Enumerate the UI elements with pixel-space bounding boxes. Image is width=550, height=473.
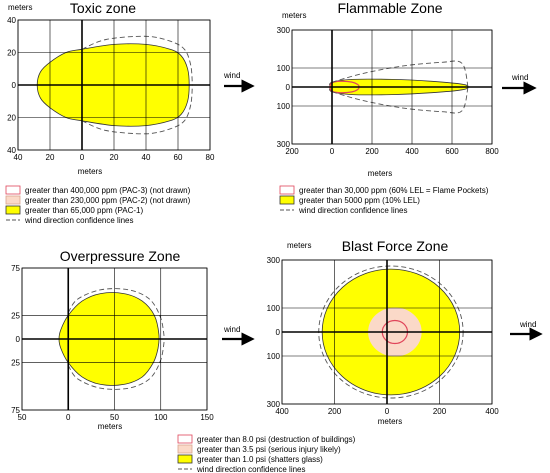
flammable-title: Flammable Zone [337, 0, 442, 16]
toxic-legend-label: wind direction confidence lines [24, 216, 134, 225]
toxic-panel: 40 20 0 20 40 60 80 40 20 0 20 40 Toxic zone meters me… [5, 0, 255, 225]
blast-x-tick-label: 200 [433, 407, 447, 416]
toxic-x-tick-label: 40 [142, 153, 151, 162]
toxic-x-tick-label: 80 [206, 153, 215, 162]
blast-title: Blast Force Zone [342, 238, 449, 254]
flammable-legend-label: greater than 30,000 ppm (60% LEL = Flame… [299, 186, 489, 195]
toxic-plot-frame [17, 19, 211, 151]
blast-plot-frame [281, 259, 493, 405]
overpressure-x-tick-label: 50 [18, 413, 27, 422]
toxic-legend-swatch-middle [5, 195, 21, 205]
blast-ylabel: meters [287, 241, 311, 250]
blast-legend-label: greater than 8.0 psi (destruction of bui… [197, 435, 356, 444]
blast-xlabel: meters [378, 417, 402, 426]
toxic-y-tick-label: 20 [7, 49, 16, 58]
toxic-legend-label: greater than 400,000 ppm (PAC-3) (not dr… [25, 186, 191, 195]
flammable-y-tick-label: 100 [277, 64, 291, 73]
blast-legend-label: greater than 1.0 psi (shatters glass) [197, 455, 323, 464]
overpressure-x-tick-label: 100 [154, 413, 168, 422]
flammable-x-tick-label: 800 [485, 147, 499, 156]
toxic-y-tick-label: 40 [7, 146, 16, 155]
overpressure-x-tick-label: 0 [66, 413, 71, 422]
overpressure-xlabel: meters [98, 422, 122, 431]
overpressure-title: Overpressure Zone [60, 248, 181, 264]
flammable-xlabel: meters [368, 169, 392, 178]
flammable-ylabel: meters [282, 11, 306, 20]
blast-legend-label: greater than 3.5 psi (serious injury lik… [197, 445, 341, 454]
blast-x-tick-label: 0 [385, 407, 390, 416]
blast-x-tick-label: 400 [275, 407, 289, 416]
flammable-x-tick-label: 400 [405, 147, 419, 156]
flammable-x-tick-label: 200 [365, 147, 379, 156]
overpressure-x-tick-label: 150 [200, 413, 214, 422]
blast-x-tick-label: 200 [328, 407, 342, 416]
blast-legend-swatch-outer [177, 454, 193, 464]
flammable-y-tick-label: 0 [286, 83, 291, 92]
flammable-legend: greater than 30,000 ppm (60% LEL = Flame… [279, 185, 489, 215]
overpressure-panel: 50 0 50 100 150 75 25 0 25 75 Overpressure Zone met… [11, 248, 255, 431]
toxic-x-tick-label: 20 [110, 153, 119, 162]
flammable-plot-frame [291, 29, 493, 145]
flammable-panel: 200 0 200 400 600 800 300 100 0 100 300 Flammable Z… [277, 0, 537, 215]
toxic-y-tick-label: 0 [12, 81, 17, 90]
flammable-y-tick-label: 300 [277, 26, 291, 35]
flammable-legend-swatch-inner [279, 185, 295, 195]
overpressure-y-tick-label: 75 [11, 264, 20, 273]
blast-legend: greater than 8.0 psi (destruction of bui… [177, 434, 356, 473]
overpressure-plot-frame [21, 267, 208, 411]
toxic-confidence-line-lower [81, 84, 193, 135]
blast-legend-swatch-inner [177, 434, 193, 444]
flammable-legend-label: wind direction confidence lines [298, 206, 408, 215]
flammable-x-tick-label: 600 [445, 147, 459, 156]
flammable-confidence-line-lower [331, 86, 469, 114]
overpressure-y-tick-label: 0 [16, 335, 21, 344]
blast-y-tick-label: 0 [276, 328, 281, 337]
toxic-x-tick-label: 40 [14, 153, 23, 162]
toxic-legend-label: greater than 65,000 ppm (PAC-1) [25, 206, 143, 215]
toxic-legend: greater than 400,000 ppm (PAC-3) (not dr… [5, 185, 191, 225]
flammable-wind-label: wind [511, 73, 528, 82]
flammable-x-tick-label: 0 [330, 147, 335, 156]
overpressure-x-tick-label: 50 [110, 413, 119, 422]
toxic-y-tick-label: 40 [7, 16, 16, 25]
flammable-y-tick-label: 100 [277, 102, 291, 111]
toxic-legend-label: greater than 230,000 ppm (PAC-2) (not dr… [25, 196, 191, 205]
overpressure-y-tick-label: 25 [11, 359, 20, 368]
toxic-wind-label: wind [223, 71, 240, 80]
blast-y-tick-label: 100 [267, 352, 281, 361]
blast-legend-label: wind direction confidence lines [196, 465, 306, 473]
toxic-x-tick-label: 20 [46, 153, 55, 162]
toxic-x-tick-label: 0 [80, 153, 85, 162]
toxic-legend-swatch-outer [5, 205, 21, 215]
blast-y-tick-label: 300 [267, 256, 281, 265]
toxic-confidence-line-upper [81, 35, 193, 86]
overpressure-wind-label: wind [223, 325, 240, 334]
flammable-confidence-line-upper [331, 60, 469, 88]
blast-legend-swatch-middle [177, 444, 193, 454]
toxic-title: Toxic zone [70, 0, 136, 16]
overpressure-y-tick-label: 75 [11, 406, 20, 415]
flammable-y-tick-label: 300 [277, 140, 291, 149]
flammable-legend-label: greater than 5000 ppm (10% LEL) [299, 196, 420, 205]
toxic-y-tick-label: 20 [7, 114, 16, 123]
toxic-ylabel: meters [8, 3, 32, 12]
flammable-legend-swatch-outer [279, 195, 295, 205]
toxic-legend-swatch-inner [5, 185, 21, 195]
blast-x-tick-label: 400 [485, 407, 499, 416]
blast-y-tick-label: 300 [267, 400, 281, 409]
flammable-x-tick-label: 200 [285, 147, 299, 156]
toxic-xlabel: meters [78, 167, 102, 176]
blast-y-tick-label: 100 [267, 304, 281, 313]
toxic-x-tick-label: 60 [174, 153, 183, 162]
overpressure-y-tick-label: 25 [11, 311, 20, 320]
blast-wind-label: wind [519, 320, 536, 329]
